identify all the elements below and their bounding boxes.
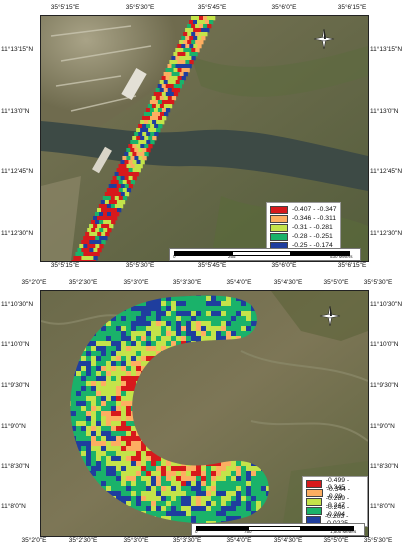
lon-tick: 35°4'30"E	[273, 279, 303, 286]
scale-label: 530 Meters	[330, 254, 353, 259]
lon-tick: 35°2'0"E	[21, 537, 47, 544]
lat-tick: 11°13'0"N	[370, 107, 399, 115]
north-arrow-icon	[313, 28, 335, 50]
lat-tick: 11°9'30"N	[1, 381, 30, 389]
legend-label: -0.499 - -0.345	[325, 476, 350, 491]
legend-row: -0.28 - -0.251	[270, 232, 337, 241]
lat-tick: 11°8'0"N	[370, 502, 395, 510]
lon-tick: 35°4'0"E	[226, 279, 252, 286]
lon-tick: 35°6'15"E	[337, 262, 367, 269]
legend-label: -0.25 - -0.174	[292, 242, 333, 249]
bottom-legend: -0.499 - -0.345 -0.344 - -0.29 -0.289 - -0…	[302, 476, 368, 527]
lat-tick: 11°10'30"N	[1, 300, 34, 308]
legend-row: -0.31 - -0.281	[270, 223, 337, 232]
legend-row: -0.499 - -0.345	[306, 476, 364, 491]
legend-label: -0.407 - -0.347	[292, 206, 337, 213]
building-2	[92, 146, 112, 174]
lon-tick: 35°5'30"E	[363, 279, 393, 286]
lon-tick: 35°5'45"E	[197, 262, 227, 269]
legend-label: -0.246 - -0.204	[325, 503, 350, 518]
scale-label: 750	[244, 529, 252, 534]
lon-tick: 35°5'45"E	[197, 4, 227, 11]
top-legend: -0.407 - -0.347 -0.346 - -0.311 -0.31 - -0…	[266, 202, 341, 253]
legend-row: -0.346 - -0.311	[270, 214, 337, 223]
bottom-map-frame: -0.499 - -0.345 -0.344 - -0.29 -0.289 - -0…	[40, 290, 369, 537]
top-map-panel: -0.407 - -0.347 -0.346 - -0.311 -0.31 - -0…	[1, 4, 403, 269]
building-1	[121, 68, 147, 100]
legend-swatch	[270, 223, 288, 232]
lon-tick: 35°2'0"E	[21, 279, 47, 286]
top-map-frame: -0.407 - -0.347 -0.346 - -0.311 -0.31 - -0…	[40, 15, 369, 262]
lon-tick: 35°4'30"E	[273, 537, 303, 544]
legend-swatch	[306, 497, 322, 506]
bottom-scale-bar: 0 750 1,500 Meters	[191, 523, 365, 536]
legend-label: -0.344 - -0.29	[326, 485, 351, 500]
lon-tick: 35°3'0"E	[123, 537, 149, 544]
legend-row: -0.344 - -0.29	[306, 485, 364, 500]
lat-tick: 11°8'30"N	[1, 462, 30, 470]
lat-tick: 11°13'15"N	[370, 45, 403, 53]
lon-tick: 35°3'30"E	[172, 279, 202, 286]
legend-label: -0.28 - -0.251	[292, 233, 333, 240]
scale-label: 0	[195, 529, 198, 534]
lat-tick: 11°9'0"N	[370, 422, 395, 430]
top-ndvi-strip	[71, 16, 216, 261]
lat-tick: 11°10'0"N	[370, 340, 399, 348]
lon-tick: 35°6'15"E	[337, 4, 367, 11]
lat-tick: 11°12'30"N	[370, 229, 403, 237]
lon-tick: 35°6'0"E	[271, 262, 297, 269]
lat-tick: 11°8'30"N	[370, 462, 399, 470]
lon-tick: 35°5'30"E	[363, 537, 393, 544]
legend-swatch	[306, 506, 322, 515]
lat-tick: 11°12'45"N	[370, 167, 403, 175]
lat-tick: 11°12'45"N	[1, 167, 34, 175]
lon-tick: 35°6'0"E	[271, 4, 297, 11]
lat-tick: 11°10'0"N	[1, 340, 30, 348]
lat-tick: 11°10'30"N	[370, 300, 403, 308]
legend-row: -0.407 - -0.347	[270, 205, 337, 214]
lat-tick: 11°8'0"N	[1, 502, 26, 510]
scale-label: 265	[228, 254, 236, 259]
top-scale-bar: 0 265 530 Meters	[169, 248, 361, 261]
legend-swatch	[270, 205, 288, 214]
scale-label: 0	[173, 254, 176, 259]
lon-tick: 35°2'30"E	[68, 279, 98, 286]
bottom-map-panel: -0.499 - -0.345 -0.344 - -0.29 -0.289 - -0…	[0, 275, 405, 550]
lon-tick: 35°5'30"E	[125, 262, 155, 269]
lon-tick: 35°5'15"E	[50, 4, 80, 11]
lon-tick: 35°5'0"E	[323, 537, 349, 544]
legend-row: -0.246 - -0.204	[306, 503, 364, 518]
legend-label: -0.289 - -0.247	[325, 494, 350, 509]
lon-tick: 35°5'30"E	[125, 4, 155, 11]
urban-area	[41, 16, 191, 136]
lon-tick: 35°4'0"E	[226, 537, 252, 544]
legend-swatch	[270, 214, 288, 223]
legend-label: -0.346 - -0.311	[292, 215, 337, 222]
legend-row: -0.289 - -0.247	[306, 494, 364, 509]
lat-tick: 11°13'15"N	[1, 45, 34, 53]
lon-tick: 35°5'15"E	[50, 262, 80, 269]
legend-swatch	[306, 479, 322, 488]
lat-tick: 11°12'30"N	[1, 229, 34, 237]
lon-tick: 35°2'30"E	[68, 537, 98, 544]
legend-label: -0.31 - -0.281	[292, 224, 333, 231]
lon-tick: 35°5'0"E	[323, 279, 349, 286]
lon-tick: 35°3'30"E	[172, 537, 202, 544]
lat-tick: 11°9'30"N	[370, 381, 399, 389]
river	[41, 121, 368, 191]
legend-swatch	[306, 488, 323, 497]
lon-tick: 35°3'0"E	[123, 279, 149, 286]
lat-tick: 11°9'0"N	[1, 422, 26, 430]
lat-tick: 11°13'0"N	[1, 107, 30, 115]
north-arrow-icon	[319, 305, 341, 327]
legend-swatch	[270, 232, 288, 241]
scale-label: 1,500 Meters	[330, 529, 357, 534]
